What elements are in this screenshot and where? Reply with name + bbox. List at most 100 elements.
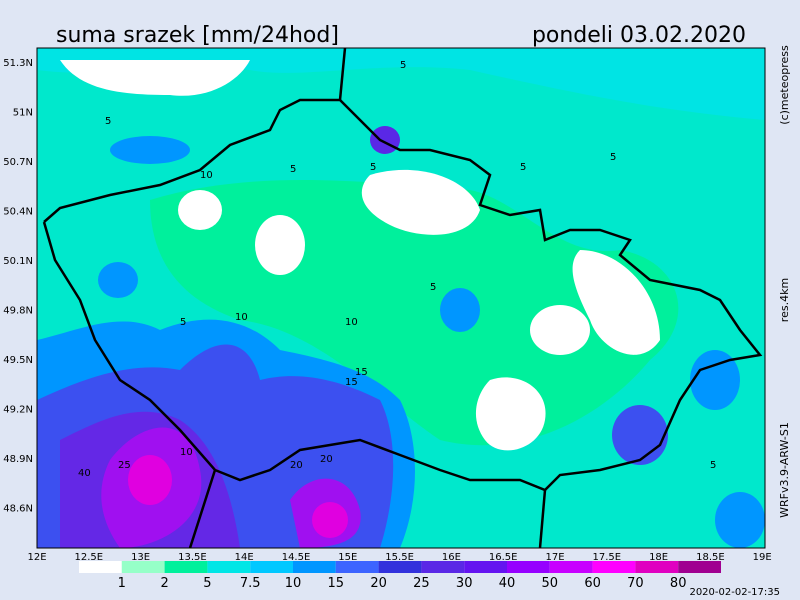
- lon-label: 18E: [649, 552, 668, 563]
- contour-label: 5: [610, 152, 616, 163]
- contour-label: 15: [355, 367, 368, 378]
- band: [128, 455, 172, 505]
- contour-label: 20: [320, 454, 333, 465]
- legend-swatch: [79, 561, 122, 573]
- legend-swatch: [121, 561, 165, 573]
- legend-swatch: [293, 561, 336, 573]
- legend-label: 10: [285, 576, 302, 591]
- timestamp: 2020-02-02-17:35: [689, 587, 780, 598]
- border: [188, 469, 217, 548]
- contour-label: 5: [710, 460, 716, 471]
- model: WRFv3.9-ARW-S1: [778, 422, 791, 518]
- lat-label: 49.5N: [3, 355, 33, 366]
- copyright: (c)meteopress: [778, 45, 791, 125]
- lon-label: 13.5E: [178, 552, 207, 563]
- legend-swatch: [421, 561, 465, 573]
- legend-swatch: [207, 561, 251, 573]
- legend-label: 80: [670, 576, 687, 591]
- lon-label: 14.5E: [282, 552, 311, 563]
- map-field: [37, 48, 765, 548]
- legend-label: 25: [413, 576, 430, 591]
- legend-label: 70: [627, 576, 644, 591]
- contour-label: 40: [78, 468, 91, 479]
- band: [530, 305, 590, 355]
- lon-label: 18.5E: [696, 552, 725, 563]
- contour-label: 20: [290, 460, 303, 471]
- contour-label: 5: [370, 162, 376, 173]
- border: [338, 48, 347, 101]
- contour-label: 15: [345, 377, 358, 388]
- resolution: res.4km: [778, 278, 791, 322]
- legend-swatch: [164, 561, 208, 573]
- legend-swatch: [378, 561, 422, 573]
- title: suma srazek [mm/24hod]: [56, 23, 339, 48]
- lon-label: 12E: [27, 552, 46, 563]
- band: [98, 262, 138, 298]
- lat-label: 48.9N: [3, 454, 33, 465]
- legend-label: 7.5: [240, 576, 261, 591]
- lat-label: 50.7N: [3, 157, 33, 168]
- contour-label: 10: [235, 312, 248, 323]
- contour-label: 5: [430, 282, 436, 293]
- contour-label: 5: [400, 60, 406, 71]
- legend-label: 1: [118, 576, 126, 591]
- band: [361, 169, 480, 235]
- legend-swatch: [678, 561, 721, 573]
- lon-label: 12.5E: [75, 552, 104, 563]
- lon-label: 19E: [753, 552, 772, 563]
- lat-label: 48.6N: [3, 504, 33, 515]
- legend-swatch: [635, 561, 679, 573]
- lon-label: 17.5E: [593, 552, 622, 563]
- legend-swatch: [592, 561, 636, 573]
- lat-label: 51N: [13, 108, 33, 119]
- lon-label: 15.5E: [385, 552, 414, 563]
- band: [312, 502, 348, 538]
- legend-swatch: [549, 561, 593, 573]
- contour-label: 5: [290, 164, 296, 175]
- legend-label: 40: [499, 576, 516, 591]
- band: [370, 126, 400, 154]
- band: [110, 136, 190, 164]
- border: [538, 489, 547, 548]
- legend-label: 50: [542, 576, 559, 591]
- legend-swatch: [507, 561, 550, 573]
- border: [42, 98, 763, 492]
- lon-label: 13E: [131, 552, 150, 563]
- legend-swatch: [335, 561, 379, 573]
- lon-label: 16.5E: [489, 552, 518, 563]
- lon-label: 17E: [545, 552, 564, 563]
- band: [572, 250, 660, 355]
- contour-label: 25: [118, 460, 131, 471]
- legend-label: 60: [584, 576, 601, 591]
- contour-label: 5: [105, 116, 111, 127]
- band: [612, 405, 668, 465]
- legend-swatch: [464, 561, 507, 573]
- legend-label: 30: [456, 576, 473, 591]
- lat-label: 50.4N: [3, 207, 33, 218]
- legend-label: 5: [203, 576, 211, 591]
- band: [60, 60, 250, 96]
- band: [715, 492, 765, 548]
- legend-label: 2: [160, 576, 168, 591]
- legend-label: 15: [328, 576, 345, 591]
- date: pondeli 03.02.2020: [532, 23, 746, 48]
- lat-label: 49.2N: [3, 405, 33, 416]
- legend-label: 20: [370, 576, 387, 591]
- map-frame: [36, 47, 766, 549]
- contour-label: 10: [180, 447, 193, 458]
- lon-label: 16E: [442, 552, 461, 563]
- lon-label: 15E: [338, 552, 357, 563]
- band: [475, 377, 546, 451]
- lon-label: 14E: [235, 552, 254, 563]
- lat-label: 51.3N: [3, 58, 33, 69]
- band: [440, 288, 480, 332]
- band: [178, 190, 222, 230]
- legend-swatch: [250, 561, 293, 573]
- contour-label: 10: [200, 170, 213, 181]
- band: [255, 215, 305, 275]
- lat-label: 49.8N: [3, 306, 33, 317]
- contour-label: 5: [520, 162, 526, 173]
- band: [690, 350, 740, 410]
- lat-label: 50.1N: [3, 256, 33, 267]
